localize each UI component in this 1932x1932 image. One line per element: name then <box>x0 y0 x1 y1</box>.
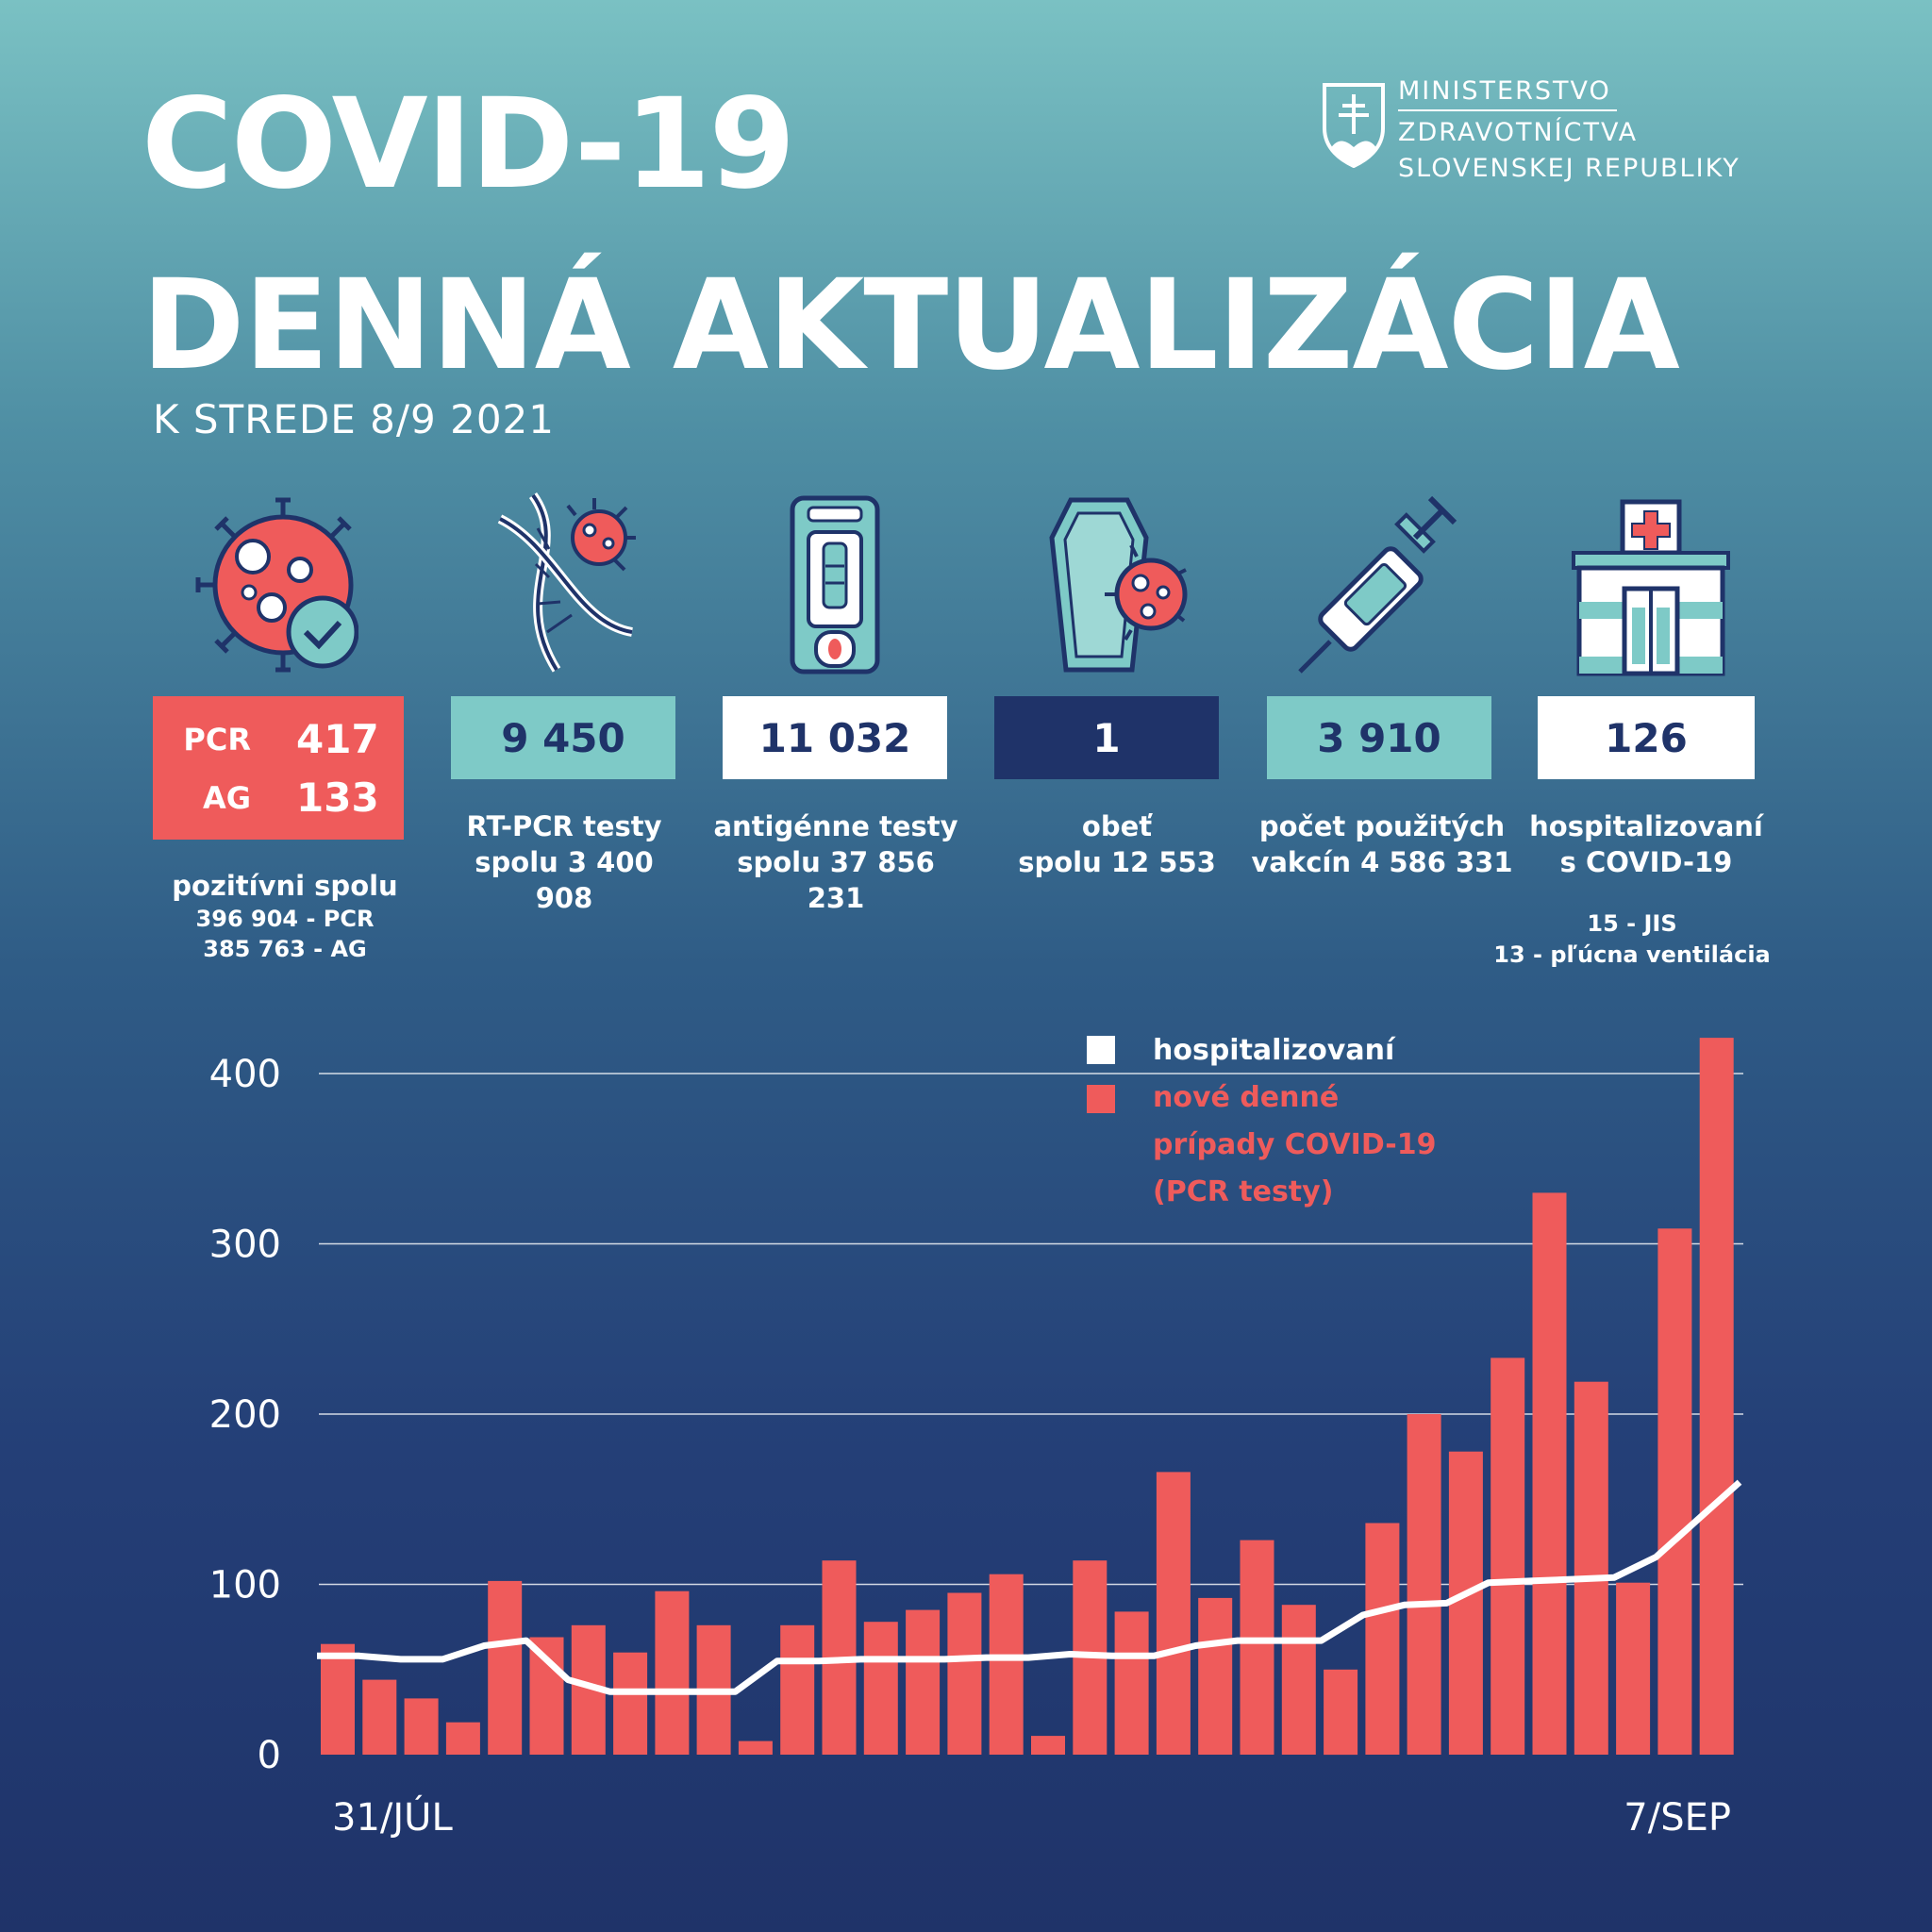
rtpcr-total: spolu 3 400 908 <box>475 846 654 914</box>
deaths-caption: obeť <box>1081 810 1153 842</box>
case-bar <box>1657 1228 1692 1755</box>
case-bar <box>1198 1597 1233 1755</box>
case-bar <box>1616 1582 1651 1755</box>
hospitalized-box: 126 <box>1538 696 1755 779</box>
case-bar <box>404 1698 439 1755</box>
case-bar <box>1156 1472 1191 1755</box>
icu-count: 15 - JIS <box>1587 910 1677 937</box>
page-title: COVID-19 <box>142 72 795 217</box>
virus-check-icon <box>195 497 358 673</box>
positive-cases-box: PCR 417 AG 133 <box>153 696 404 840</box>
legend-label-cases-1: nové denné <box>1153 1081 1339 1114</box>
case-bar <box>321 1643 355 1755</box>
coat-of-arms-icon <box>1323 83 1385 168</box>
case-bar <box>488 1580 523 1755</box>
antigen-caption: antigénne testy <box>713 810 958 842</box>
deaths-box: 1 <box>994 696 1219 779</box>
case-bar <box>989 1574 1024 1755</box>
case-bar <box>1114 1611 1149 1755</box>
report-date: K STREDE 8/9 2021 <box>153 396 555 442</box>
hospital-caption: hospitalizovaní <box>1529 810 1763 842</box>
ag-label: AG <box>202 780 251 816</box>
legend-swatch-cases <box>1087 1085 1115 1113</box>
case-bar <box>1491 1357 1525 1755</box>
case-bar <box>780 1624 815 1755</box>
dna-virus-icon <box>497 492 636 673</box>
case-bar <box>529 1637 564 1755</box>
rtpcr-tests-box: 9 450 <box>451 696 675 779</box>
ventilation-count: 13 - pľúcna ventilácia <box>1493 941 1771 968</box>
antigen-tests-box: 11 032 <box>723 696 947 779</box>
hospitalized-line <box>317 1479 1742 1695</box>
case-bar <box>738 1740 773 1755</box>
y-tick-label: 300 <box>209 1224 281 1267</box>
y-tick-label: 400 <box>209 1053 281 1096</box>
legend-label-hospitalized: hospitalizovaní <box>1153 1034 1396 1067</box>
case-bar <box>1407 1414 1441 1755</box>
case-bar <box>445 1722 480 1755</box>
case-bar <box>1240 1540 1274 1755</box>
y-tick-label: 100 <box>209 1564 281 1607</box>
case-bar <box>613 1652 648 1755</box>
page-subtitle: DENNÁ AKTUALIZÁCIA <box>142 253 1680 398</box>
positive-caption: pozitívni spolu <box>172 870 398 902</box>
ministry-name-3: SLOVENSKEJ REPUBLIKY <box>1398 154 1740 183</box>
case-bar <box>947 1592 982 1755</box>
pcr-label: PCR <box>183 722 251 758</box>
x-start-label: 31/JÚL <box>332 1794 453 1840</box>
case-bar <box>1532 1192 1567 1755</box>
case-bar <box>1365 1523 1400 1755</box>
rtpcr-caption: RT-PCR testy <box>466 810 662 842</box>
case-bar <box>1574 1381 1608 1755</box>
hospital-caption-2: s COVID-19 <box>1559 846 1733 878</box>
antigen-total: spolu 37 856 231 <box>737 846 935 914</box>
vaccines-total: vakcín 4 586 331 <box>1251 846 1513 878</box>
case-bar <box>1699 1038 1734 1755</box>
chart-legend: hospitalizovaní nové denné prípady COVID… <box>1087 1034 1437 1208</box>
legend-label-cases-3: (PCR testy) <box>1153 1175 1333 1208</box>
case-bar <box>1281 1605 1316 1755</box>
coffin-virus-icon <box>1049 497 1188 673</box>
ministry-name-2: ZDRAVOTNÍCTVA <box>1398 118 1639 147</box>
case-bar <box>1448 1451 1483 1755</box>
antigen-test-icon <box>790 495 880 675</box>
case-bar <box>1324 1669 1358 1756</box>
case-bar <box>1031 1736 1065 1755</box>
pcr-value: 417 <box>296 716 379 762</box>
x-end-label: 7/SEP <box>1624 1796 1731 1840</box>
case-bar <box>863 1622 898 1755</box>
positive-pcr-total: 396 904 - PCR <box>195 906 375 932</box>
vaccines-caption: počet použitých <box>1258 810 1506 842</box>
case-bar <box>655 1591 690 1755</box>
ag-value: 133 <box>296 774 379 821</box>
y-tick-label: 200 <box>209 1393 281 1437</box>
legend-swatch-hospitalized <box>1087 1036 1115 1064</box>
case-bar <box>906 1609 941 1755</box>
ministry-name-1: MINISTERSTVO <box>1398 76 1611 106</box>
vaccines-box: 3 910 <box>1267 696 1491 779</box>
y-tick-label: 0 <box>258 1734 281 1777</box>
cases-chart: 0 100 200 300 400 31/JÚL 7/SEP hospitalizova… <box>209 1034 1743 1840</box>
deaths-total: spolu 12 553 <box>1018 846 1216 878</box>
syringe-icon <box>1298 495 1457 674</box>
legend-label-cases-2: prípady COVID-19 <box>1153 1128 1437 1161</box>
case-bar <box>362 1679 397 1755</box>
positive-ag-total: 385 763 - AG <box>203 936 367 962</box>
hospital-icon <box>1572 499 1730 676</box>
